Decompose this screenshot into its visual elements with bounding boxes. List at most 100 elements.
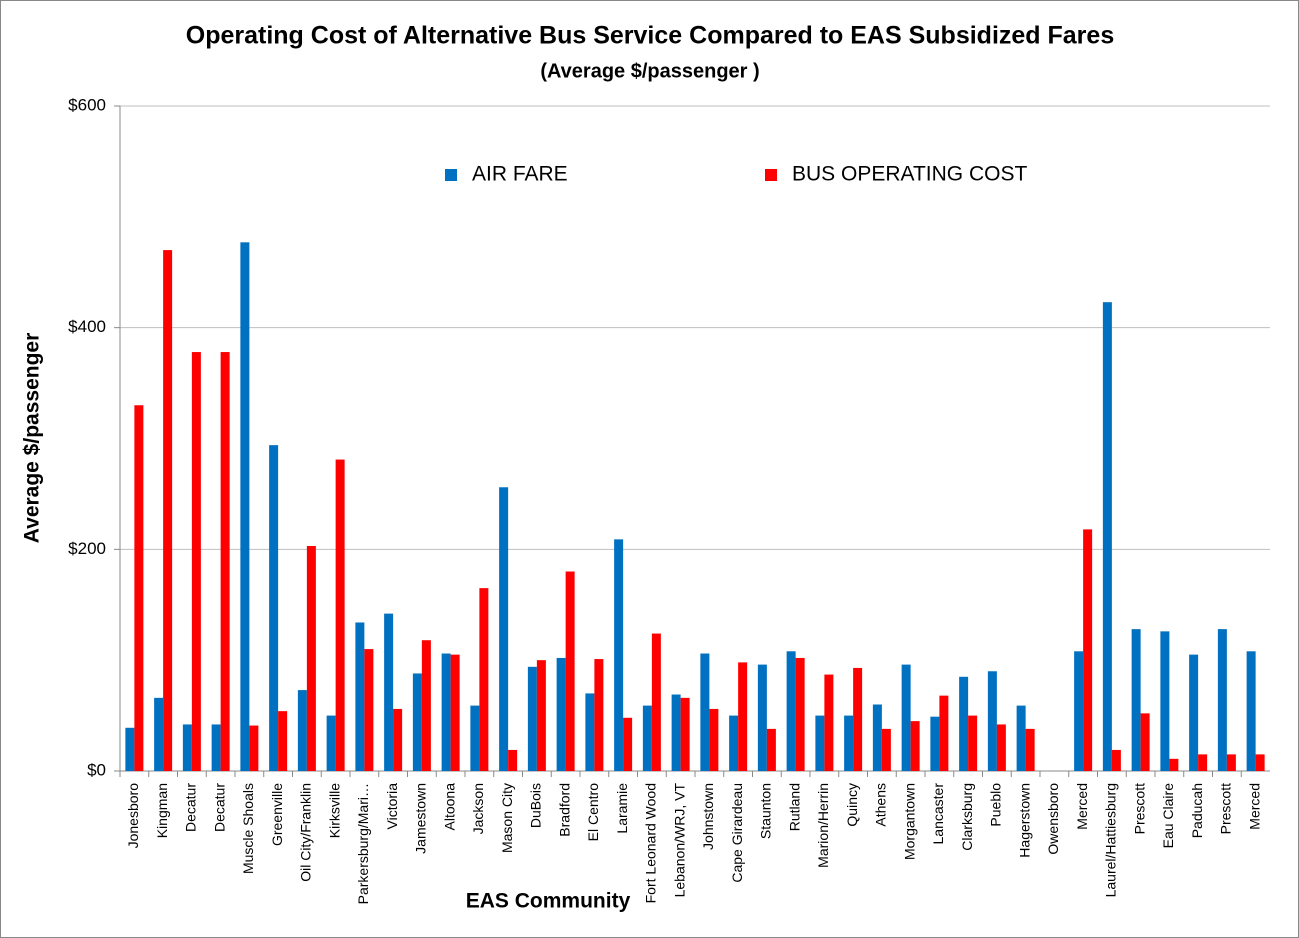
bar	[556, 657, 566, 771]
x-tick-label: Jackson	[470, 783, 486, 834]
x-tick-label: Victoria	[384, 783, 400, 830]
bar	[795, 657, 805, 771]
legend-swatch	[765, 169, 777, 181]
x-tick-label: Parkersburg/Mari…	[355, 783, 371, 904]
bar	[479, 588, 489, 771]
bar	[815, 715, 825, 771]
bar	[680, 697, 690, 771]
x-tick-label: Staunton	[758, 783, 774, 839]
bar	[1189, 654, 1199, 771]
bar	[1246, 651, 1256, 771]
x-tick-label: Morgantown	[901, 783, 917, 860]
bar	[651, 633, 661, 771]
chart-title: Operating Cost of Alternative Bus Servic…	[186, 22, 1114, 50]
x-tick-label: Cape Girardeau	[729, 783, 745, 883]
bar	[1169, 758, 1179, 771]
x-tick-label: Kirksville	[326, 783, 342, 838]
x-tick-label: Laurel/Hattiesburg	[1103, 783, 1119, 897]
bar	[1131, 629, 1141, 771]
x-tick-label: Jonesboro	[125, 783, 141, 849]
bar	[1198, 754, 1208, 771]
bar	[527, 666, 537, 771]
bar	[642, 705, 652, 771]
bar	[1255, 754, 1265, 771]
x-tick-label: Decatur	[211, 783, 227, 832]
bar	[930, 716, 940, 771]
x-tick-label: Eau Claire	[1160, 783, 1176, 849]
y-tick-label: $400	[68, 317, 106, 336]
x-tick-label: Quincy	[844, 783, 860, 827]
y-tick-label: $0	[87, 760, 106, 779]
x-tick-label: DuBois	[528, 783, 544, 828]
bar	[565, 571, 575, 771]
x-tick-label: Fort Leonard Wood	[643, 783, 659, 903]
bar	[585, 693, 595, 771]
bar	[364, 649, 374, 771]
x-tick-label: Decatur	[183, 783, 199, 832]
bar	[211, 724, 221, 771]
bar	[450, 654, 460, 771]
bar	[853, 667, 863, 771]
bar	[729, 715, 739, 771]
bar	[1016, 705, 1026, 771]
bar	[441, 653, 451, 771]
bar	[1160, 631, 1170, 771]
chart-subtitle: (Average $/passenger )	[540, 60, 759, 82]
x-tick-label: Altoona	[441, 783, 457, 831]
x-axis-label: EAS Community	[466, 890, 631, 913]
legend-label: BUS OPERATING COST	[792, 163, 1027, 186]
x-tick-label: Hagerstown	[1016, 783, 1032, 858]
bar	[240, 242, 250, 771]
bar	[939, 695, 949, 771]
bar	[1217, 629, 1227, 771]
bar	[594, 659, 604, 771]
bar	[249, 725, 259, 771]
bar	[671, 694, 681, 771]
bar	[614, 539, 624, 771]
x-tick-label: Merced	[1074, 783, 1090, 830]
x-tick-label: Jamestown	[413, 783, 429, 854]
y-axis-label: Average $/passenger	[21, 333, 44, 544]
x-tick-label: Lebanon/WRJ, VT	[671, 783, 687, 898]
bar	[1140, 713, 1150, 771]
legend-label: AIR FARE	[472, 163, 568, 186]
y-tick-label: $200	[68, 539, 106, 558]
x-tick-label: Rutland	[786, 783, 802, 831]
bar	[393, 708, 403, 771]
x-tick-label: Athens	[873, 783, 889, 827]
bar	[824, 674, 834, 771]
bar	[355, 622, 365, 771]
bar	[1226, 754, 1236, 771]
bar	[384, 613, 394, 771]
x-tick-label: Kingman	[154, 783, 170, 838]
y-tick-label: $600	[68, 95, 106, 114]
x-tick-label: Muscle Shoals	[240, 783, 256, 874]
bar	[335, 459, 345, 771]
bar	[1074, 651, 1084, 771]
bar	[901, 664, 911, 771]
x-tick-label: Laramie	[614, 783, 630, 834]
bar	[623, 717, 633, 771]
bar	[134, 405, 144, 771]
x-tick-label: Pueblo	[988, 783, 1004, 827]
bar	[297, 690, 307, 771]
bar	[191, 352, 201, 771]
x-tick-label: Paducah	[1189, 783, 1205, 838]
bar	[499, 487, 509, 771]
bar	[766, 728, 776, 771]
bar	[470, 705, 480, 771]
x-tick-label: Bradford	[556, 783, 572, 837]
bar	[738, 662, 748, 771]
x-tick-label: Johnstown	[700, 783, 716, 850]
x-tick-label: Prescott	[1131, 783, 1147, 834]
bar	[786, 651, 796, 771]
bar	[306, 546, 316, 771]
bar	[269, 445, 279, 771]
bar	[278, 711, 288, 771]
x-tick-label: Oil City/Franklin	[298, 783, 314, 882]
x-tick-label: Clarksburg	[959, 783, 975, 851]
bar	[125, 727, 135, 771]
bar	[1083, 529, 1093, 771]
